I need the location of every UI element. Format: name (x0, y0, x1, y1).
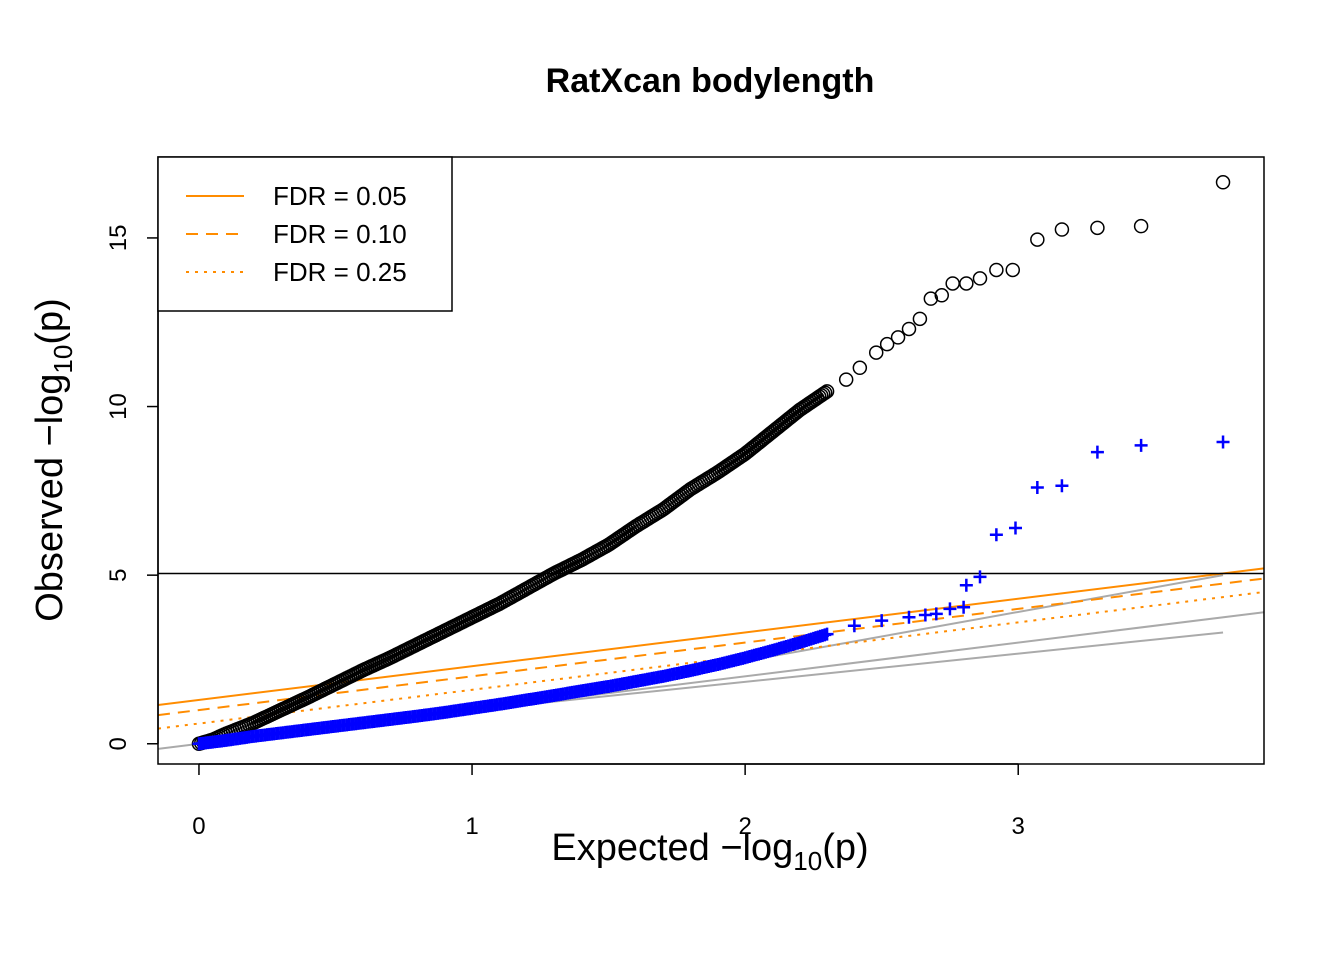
data-point (929, 607, 943, 621)
x-tick-label: 1 (465, 813, 478, 840)
data-point (1005, 262, 1021, 278)
data-point (879, 336, 895, 352)
data-point (901, 321, 917, 337)
x-axis-title-prefix: Expected −log (551, 827, 793, 869)
data-point (1030, 480, 1044, 494)
data-point (815, 386, 831, 402)
legend-label-2: FDR = 0.10 (273, 219, 407, 249)
y-axis-title-prefix: Observed −log (29, 374, 71, 622)
data-point (838, 372, 854, 387)
y-tick-label: 5 (105, 568, 132, 581)
x-tick-label: 3 (1012, 813, 1025, 840)
y-tick-label: 15 (105, 225, 132, 252)
legend: FDR = 0.05 FDR = 0.10 FDR = 0.25 (157, 156, 453, 312)
data-point (957, 600, 971, 614)
data-point (820, 627, 834, 641)
data-point (902, 610, 916, 624)
series-1 (191, 175, 1231, 752)
data-point (989, 262, 1004, 278)
y-axis-title-suffix: (p) (29, 298, 71, 344)
legend-label-3: FDR = 0.25 (273, 257, 407, 287)
data-point (973, 570, 987, 584)
data-point (1030, 232, 1045, 247)
data-point (1133, 218, 1149, 234)
x-axis-title: Expected −log10(p) (551, 827, 868, 876)
data-point (945, 276, 960, 291)
x-axis-title-suffix: (p) (822, 827, 868, 869)
plot-area (158, 175, 1264, 752)
x-tick-label: 2 (738, 813, 751, 840)
data-point (1090, 220, 1105, 236)
data-point (989, 528, 1003, 542)
data-point (890, 330, 906, 345)
fdr-line-2 (158, 577, 1264, 717)
data-point (817, 385, 833, 400)
data-point (852, 360, 868, 376)
x-axis-title-subscript: 10 (793, 846, 822, 876)
data-point (1134, 438, 1148, 452)
series-2 (192, 435, 1230, 751)
data-point (875, 614, 889, 628)
data-point (819, 384, 835, 399)
data-point (868, 345, 884, 360)
data-point (1216, 435, 1230, 449)
x-axis: 0 1 2 3 (192, 763, 1025, 840)
data-point (943, 602, 957, 616)
y-axis-title-subscript: 10 (48, 345, 78, 374)
data-point (847, 619, 861, 633)
data-point (959, 578, 973, 592)
y-tick-label: 10 (105, 393, 132, 420)
chart-title: RatXcan bodylength (546, 62, 875, 100)
data-point (918, 608, 932, 622)
data-point (934, 288, 950, 303)
data-point (912, 311, 928, 327)
x-tick-label: 0 (192, 813, 205, 840)
y-tick-label: 0 (105, 737, 132, 750)
reference-line-3 (471, 631, 1224, 712)
legend-label-1: FDR = 0.05 (273, 181, 407, 211)
data-point (1090, 445, 1104, 459)
plot-content (158, 175, 1264, 752)
data-point (1008, 521, 1022, 535)
y-axis-title: Observed −log10(p) (29, 298, 78, 622)
y-axis: 0 5 10 15 (105, 225, 159, 750)
data-point (1215, 175, 1231, 190)
data-point (1054, 222, 1070, 237)
fdr-line-3 (158, 591, 1264, 730)
data-point (972, 271, 988, 286)
data-point (923, 291, 939, 306)
data-point (959, 276, 974, 291)
data-point (1055, 479, 1069, 493)
